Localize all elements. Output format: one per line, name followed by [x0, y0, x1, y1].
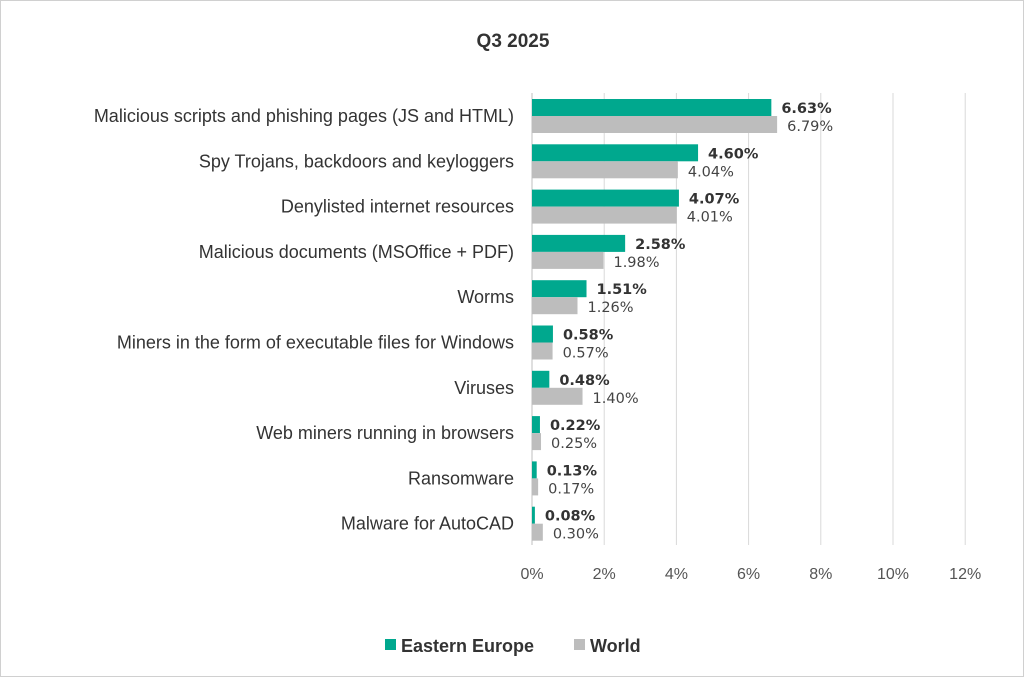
x-tick-label: 2% [593, 566, 616, 583]
value-label-world: 0.57% [563, 346, 609, 362]
bar-world [532, 206, 677, 224]
bar-eastern-europe [532, 416, 540, 434]
category-label: Denylisted internet resources [281, 197, 514, 217]
bar-eastern-europe [532, 234, 626, 252]
legend-label: Eastern Europe [401, 636, 534, 656]
bar-world [532, 387, 583, 405]
value-label-world: 4.01% [687, 210, 733, 226]
bar-eastern-europe [532, 370, 550, 388]
bar-world [532, 116, 778, 133]
value-label-eastern-europe: 2.58% [635, 237, 686, 253]
x-tick-label: 10% [877, 566, 909, 583]
bar-world [532, 342, 553, 360]
value-label-eastern-europe: 0.13% [547, 463, 598, 479]
bar-eastern-europe [532, 280, 587, 298]
bar-world [532, 433, 542, 451]
value-label-world: 0.25% [551, 436, 597, 452]
bar-world [532, 478, 539, 496]
value-label-layer: 6.63% 6.79% 4.60% 4.04% 4.07% 4.01%2.58% 1.98%… [545, 101, 833, 543]
legend: Eastern Europe World [385, 636, 641, 656]
chart-title: Q3 2025 [477, 31, 550, 52]
bar-eastern-europe [532, 144, 699, 162]
value-label-world: 1.98% [613, 255, 659, 271]
category-label: Viruses [454, 378, 514, 398]
bar-eastern-europe [532, 461, 537, 479]
value-label-eastern-europe: 4.07% [689, 192, 740, 208]
category-label: Malicious documents (MSOffice + PDF) [199, 242, 514, 262]
x-tick-label: 6% [737, 566, 760, 583]
bar-eastern-europe [532, 99, 772, 116]
x-tick-label: 12% [949, 566, 981, 583]
x-tick-layer: 0% 2% 4% 6% 8% 10% 12% [520, 566, 981, 583]
bar-world [532, 251, 604, 269]
bar-world [532, 161, 678, 179]
value-label-world: 0.17% [548, 481, 594, 497]
value-label-world: 4.04% [688, 164, 734, 180]
category-label-layer: Malicious scripts and phishing pages (JS… [94, 106, 514, 534]
legend-swatch [385, 639, 396, 650]
category-label: Malicious scripts and phishing pages (JS… [94, 106, 514, 126]
x-tick-label: 4% [665, 566, 688, 583]
category-label: Web miners running in browsers [256, 423, 514, 443]
legend-label: World [590, 636, 641, 656]
value-label-eastern-europe: 0.22% [550, 418, 601, 434]
legend-swatch [574, 639, 585, 650]
category-label: Miners in the form of executable files f… [117, 333, 514, 353]
value-label-eastern-europe: 0.08% [545, 509, 596, 525]
bar-layer [532, 99, 778, 541]
value-label-world: 1.26% [587, 300, 633, 316]
bar-eastern-europe [532, 325, 553, 343]
x-tick-label: 8% [809, 566, 832, 583]
bar-world [532, 523, 543, 541]
bar-eastern-europe [532, 506, 535, 524]
bar-eastern-europe [532, 189, 679, 207]
value-label-eastern-europe: 0.58% [563, 328, 614, 344]
x-tick-label: 0% [520, 566, 543, 583]
bar-world [532, 297, 578, 315]
value-label-world: 0.30% [553, 527, 599, 543]
value-label-eastern-europe: 4.60% [708, 146, 759, 162]
value-label-eastern-europe: 0.48% [559, 373, 610, 389]
value-label-eastern-europe: 6.63% [781, 101, 832, 117]
category-label: Malware for AutoCAD [341, 514, 514, 534]
value-label-world: 1.40% [593, 391, 639, 407]
value-label-world: 6.79% [787, 119, 833, 135]
category-label: Worms [457, 287, 514, 307]
category-label: Spy Trojans, backdoors and keyloggers [199, 151, 514, 171]
category-label: Ransomware [408, 468, 514, 488]
value-label-eastern-europe: 1.51% [597, 282, 648, 298]
